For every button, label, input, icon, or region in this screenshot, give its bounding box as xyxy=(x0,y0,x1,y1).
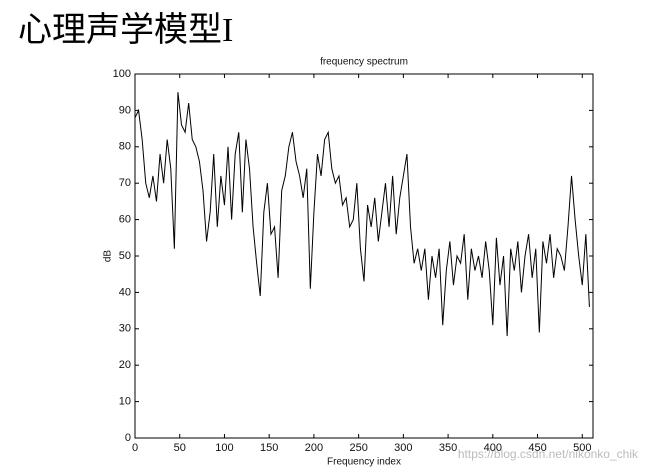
y-tick-label: 0 xyxy=(125,432,131,444)
x-tick-label: 400 xyxy=(484,442,502,454)
x-tick-label: 300 xyxy=(394,442,412,454)
x-tick-label: 450 xyxy=(528,442,546,454)
y-axis-label: dB xyxy=(103,250,114,263)
y-tick-label: 80 xyxy=(119,141,131,153)
x-tick-label: 250 xyxy=(349,442,367,454)
y-tick-label: 50 xyxy=(119,250,131,262)
y-tick-label: 60 xyxy=(119,214,131,226)
watermark: https://blog.csdn.net/nikonko_chik xyxy=(458,447,639,461)
y-tick-label: 30 xyxy=(119,323,131,335)
x-axis-label: Frequency index xyxy=(327,457,401,468)
x-tick-label: 50 xyxy=(174,442,186,454)
y-tick-label: 100 xyxy=(113,68,131,80)
y-tick-label: 70 xyxy=(119,177,131,189)
y-tick-label: 10 xyxy=(119,396,131,408)
x-tick-label: 0 xyxy=(132,442,138,454)
spectrum-line xyxy=(134,92,590,337)
y-tick-label: 40 xyxy=(119,286,131,298)
x-tick-label: 100 xyxy=(215,442,233,454)
slide-heading: 心理声学模型I xyxy=(18,12,234,49)
x-tick-label: 150 xyxy=(260,442,278,454)
y-tick-label: 90 xyxy=(119,104,131,116)
x-tick-label: 200 xyxy=(305,442,323,454)
x-tick-label: 350 xyxy=(439,442,457,454)
chart-title: frequency spectrum xyxy=(320,57,408,68)
x-tick-label: 500 xyxy=(573,442,591,454)
plot-frame xyxy=(134,73,594,439)
y-tick-label: 20 xyxy=(119,359,131,371)
